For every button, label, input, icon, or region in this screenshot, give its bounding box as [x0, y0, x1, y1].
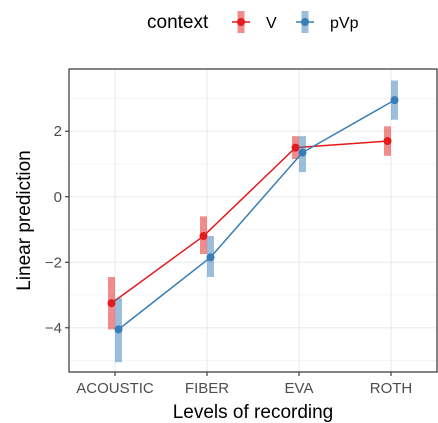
legend-key-v [232, 11, 250, 33]
legend-key-point [237, 18, 245, 26]
series-v [107, 126, 392, 330]
legend: context V pVp [147, 11, 359, 33]
x-tick-label: FIBER [185, 380, 229, 397]
data-point [383, 137, 392, 146]
y-tick-label: 0 [54, 189, 62, 206]
data-point [107, 299, 116, 308]
y-tick-label: −2 [45, 254, 62, 271]
data-point [114, 325, 123, 334]
x-axis-title: Levels of recording [173, 402, 334, 423]
y-axis-title: Linear prediction [14, 150, 35, 290]
axes: −4 −2 0 2 ACOUSTIC FIBER EVA ROTH [45, 123, 412, 397]
y-tick-label: −4 [45, 320, 62, 337]
x-tick-label: ACOUSTIC [76, 380, 154, 397]
x-tick-label: EVA [285, 380, 314, 397]
data-point [199, 232, 208, 241]
series-pvp [114, 80, 399, 363]
data-point [291, 143, 300, 152]
legend-key-point [301, 18, 309, 26]
plot-marks [107, 80, 399, 363]
legend-title: context [147, 12, 209, 33]
data-point [298, 148, 307, 157]
panel-border [68, 68, 438, 373]
legend-label-v: V [266, 15, 277, 32]
series-line [118, 99, 395, 331]
y-tick-label: 2 [54, 123, 62, 140]
data-point [390, 96, 399, 105]
series-line [111, 140, 388, 304]
gridlines [69, 69, 437, 372]
legend-label-pvp: pVp [330, 15, 359, 32]
legend-key-pvp [296, 11, 314, 33]
data-point [206, 253, 215, 262]
x-tick-label: ROTH [370, 380, 413, 397]
